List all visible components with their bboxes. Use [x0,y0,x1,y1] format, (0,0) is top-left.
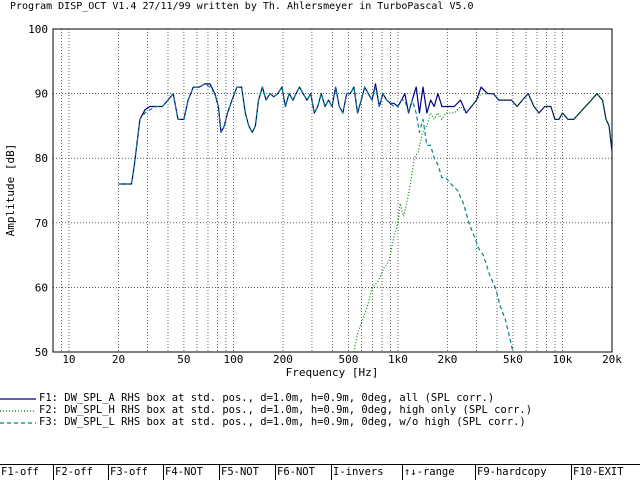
x-tick-label: 10 [62,353,75,366]
y-tick-label: 70 [35,217,48,230]
x-tick-label: 2k0 [438,353,458,366]
x-tick-label: 1k0 [388,353,408,366]
y-tick-label: 60 [35,281,48,294]
y-tick-label: 100 [28,23,48,36]
series-lines [118,83,613,353]
x-tick-labels: 10 20 50 100 200 500 1k0 2k0 5k0 10k 20k [62,353,622,366]
f6-not-button[interactable]: F6-NOT [276,465,332,480]
chart-grid [52,28,613,353]
legend-swatch-f1 [0,398,36,400]
f3-off-button[interactable]: F3-off [109,465,164,480]
y-tick-label: 50 [35,346,48,359]
range-button[interactable]: ↑↓-range [403,465,476,480]
y-tick-label: 80 [35,152,48,165]
y-tick-label: 90 [35,88,48,101]
f1-off-button[interactable]: F1-off [0,465,54,480]
series-line-f3 [118,83,514,353]
legend-item-f2: F2: DW_SPL_H RHS box at std. pos., d=1.0… [0,404,640,417]
f4-not-button[interactable]: F4-NOT [164,465,220,480]
x-tick-label: 20 [112,353,125,366]
x-tick-label: 500 [339,353,359,366]
invers-button[interactable]: I-invers [332,465,403,480]
legend-label-f2: F2: DW_SPL_H RHS box at std. pos., d=1.0… [39,404,533,416]
x-tick-label: 5k0 [503,353,523,366]
y-axis-label: Amplitude [dB] [4,144,17,237]
y-tick-labels: 50 60 70 80 90 100 [28,23,48,359]
x-tick-label: 20k [602,353,622,366]
function-key-bar: F1-off F2-off F3-off F4-NOT F5-NOT F6-NO… [0,464,640,480]
legend-item-f1: F1: DW_SPL_A RHS box at std. pos., d=1.0… [0,392,640,405]
series-line-f1 [118,83,613,185]
plot-frame [52,28,613,353]
f2-off-button[interactable]: F2-off [54,465,109,480]
legend-item-f3: F3: DW_SPL_L RHS box at std. pos., d=1.0… [0,416,640,429]
legend-swatch-f3 [0,422,36,424]
x-tick-label: 50 [177,353,190,366]
legend-label-f3: F3: DW_SPL_L RHS box at std. pos., d=1.0… [39,416,526,428]
x-tick-label: 100 [224,353,244,366]
legend-swatch-f2 [0,410,36,412]
legend-label-f1: F1: DW_SPL_A RHS box at std. pos., d=1.0… [39,392,495,404]
series-line-f2 [353,92,613,353]
window-title: Program DISP_OCT V1.4 27/11/99 written b… [10,1,474,12]
f5-not-button[interactable]: F5-NOT [220,465,276,480]
hardcopy-button[interactable]: F9-hardcopy [476,465,572,480]
x-axis-label: Frequency [Hz] [286,366,379,379]
x-tick-label: 10k [553,353,573,366]
exit-button[interactable]: F10-EXIT [573,466,624,478]
x-tick-label: 200 [273,353,293,366]
